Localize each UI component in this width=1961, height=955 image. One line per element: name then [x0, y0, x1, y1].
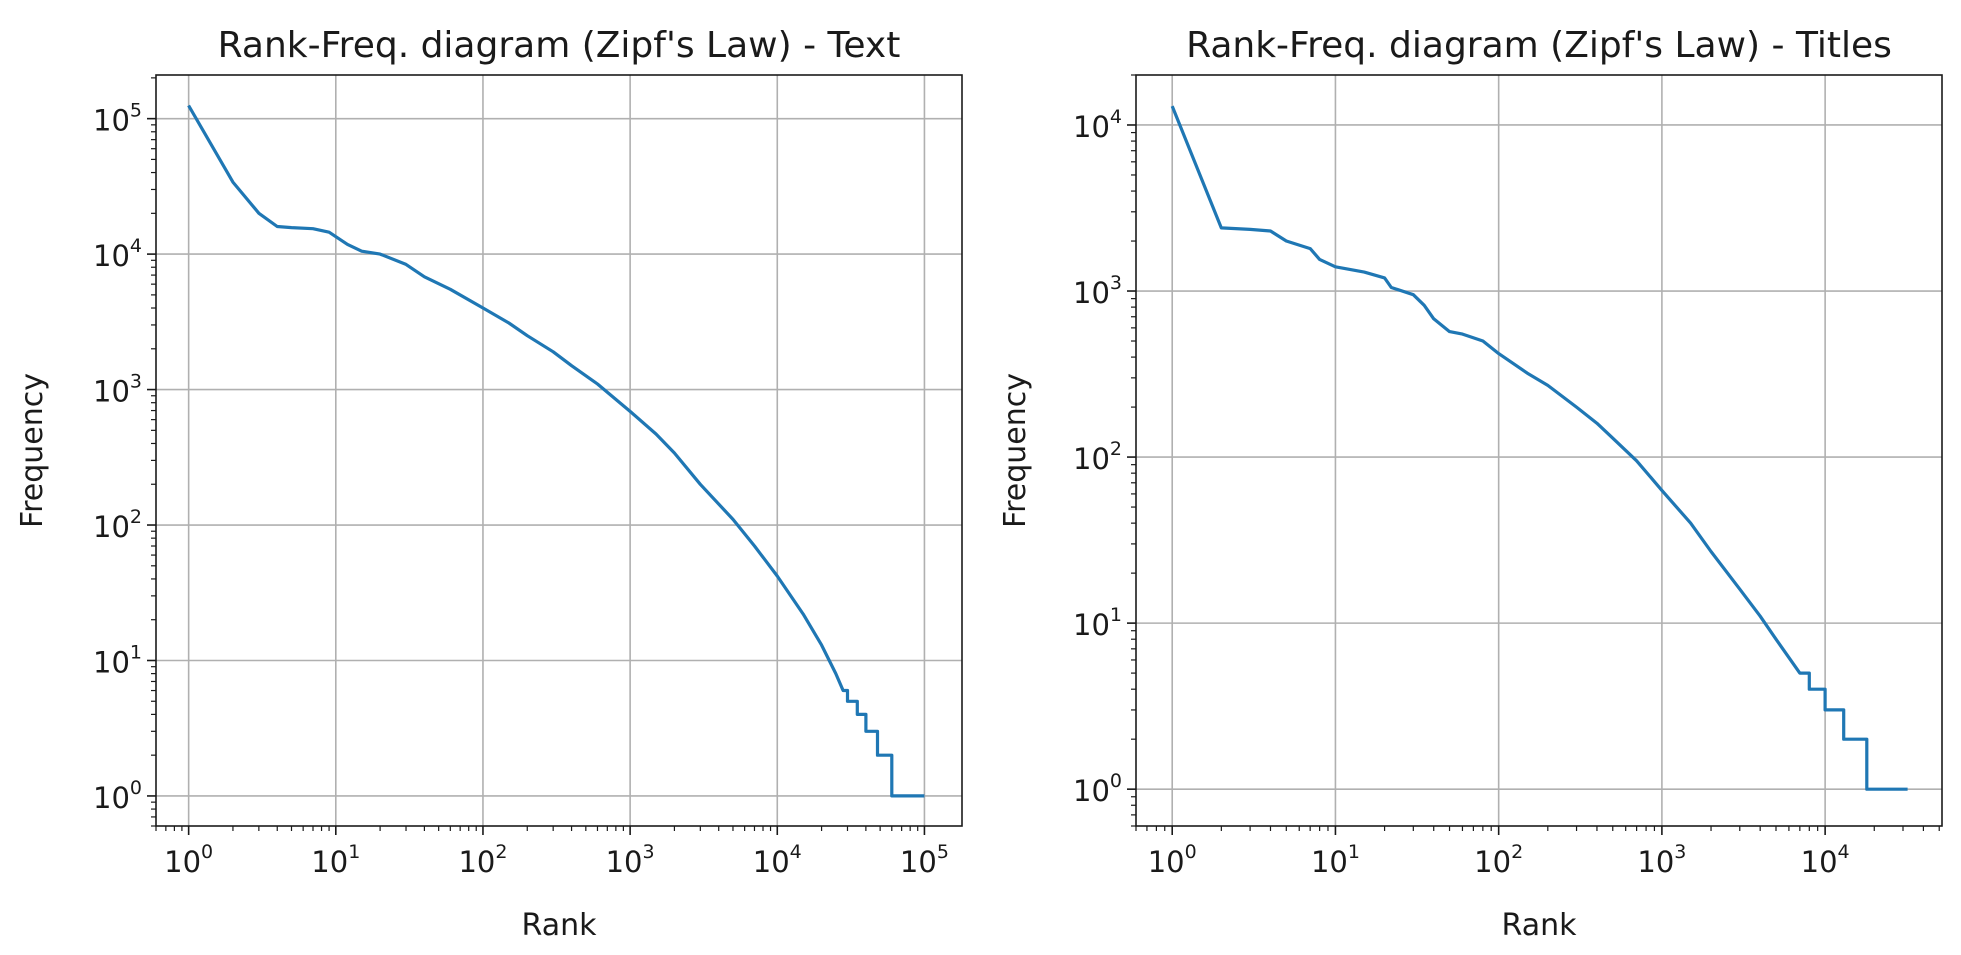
- y-tick-base: 10: [93, 510, 130, 544]
- x-tick-exponent: 0: [1185, 841, 1197, 863]
- minor-ticks: [1131, 74, 1940, 831]
- x-tick-base: 10: [1148, 845, 1185, 879]
- minor-ticks: [151, 77, 919, 831]
- y-tick-exponent: 4: [1110, 106, 1122, 128]
- x-tick-base: 10: [1474, 845, 1511, 879]
- y-tick-label: 100: [1073, 770, 1122, 808]
- x-tick-label: 103: [606, 841, 655, 879]
- x-tick-label: 104: [753, 841, 802, 879]
- y-tick-exponent: 2: [1110, 438, 1122, 460]
- x-tick-base: 10: [1637, 845, 1674, 879]
- x-tick-label: 101: [311, 841, 360, 879]
- y-tick-base: 10: [93, 104, 130, 138]
- y-tick-label: 104: [1073, 106, 1122, 144]
- x-tick-exponent: 2: [495, 841, 507, 863]
- y-tick-exponent: 5: [130, 100, 142, 122]
- y-tick-label: 102: [93, 506, 142, 544]
- y-tick-base: 10: [1073, 608, 1110, 642]
- chart-title: Rank-Freq. diagram (Zipf's Law) - Titles: [1186, 25, 1892, 66]
- chart-title: Rank-Freq. diagram (Zipf's Law) - Text: [218, 25, 901, 66]
- x-tick-base: 10: [311, 845, 348, 879]
- y-tick-label: 105: [93, 100, 142, 138]
- x-tick-label: 102: [1474, 841, 1523, 879]
- x-tick-base: 10: [164, 845, 201, 879]
- y-axis-label: Frequency: [998, 373, 1033, 528]
- x-tick-label: 103: [1637, 841, 1686, 879]
- chart-titles: 100 101 102 103 104100101102103104Rank-Freq.…: [998, 25, 1943, 943]
- y-tick-exponent: 3: [1110, 272, 1122, 294]
- x-tick-label: 104: [1801, 841, 1850, 879]
- y-tick-label: 101: [93, 641, 142, 679]
- y-tick-exponent: 0: [1110, 770, 1122, 792]
- y-tick-base: 10: [1073, 110, 1110, 144]
- y-tick-exponent: 4: [130, 235, 142, 257]
- chart-text: 100 101 102 103 104 105100101102103104105Rank…: [15, 25, 963, 943]
- gridlines: [156, 75, 962, 826]
- y-tick-exponent: 1: [130, 641, 142, 663]
- y-tick-label: 102: [1073, 438, 1122, 476]
- y-tick-base: 10: [1073, 442, 1110, 476]
- x-tick-label: 100: [1148, 841, 1197, 879]
- x-axis-label: Rank: [522, 908, 598, 943]
- x-tick-exponent: 1: [348, 841, 360, 863]
- series-line: [1170, 105, 1908, 791]
- x-tick-base: 10: [1311, 845, 1348, 879]
- y-tick-exponent: 1: [1110, 604, 1122, 626]
- y-tick-base: 10: [93, 375, 130, 409]
- x-tick-exponent: 4: [1838, 841, 1850, 863]
- y-tick-base: 10: [93, 645, 130, 679]
- x-tick-base: 10: [900, 845, 937, 879]
- x-tick-exponent: 3: [643, 841, 655, 863]
- y-tick-base: 10: [1073, 276, 1110, 310]
- x-tick-label: 102: [458, 841, 507, 879]
- y-tick-base: 10: [93, 239, 130, 273]
- gridlines: [1136, 75, 1942, 826]
- y-tick-label: 104: [93, 235, 142, 273]
- y-axis-label: Frequency: [15, 373, 50, 528]
- x-tick-label: 100: [164, 841, 213, 879]
- x-tick-exponent: 2: [1511, 841, 1523, 863]
- y-tick-label: 103: [1073, 272, 1122, 310]
- y-tick-label: 101: [1073, 604, 1122, 642]
- x-tick-exponent: 0: [201, 841, 213, 863]
- x-tick-label: 105: [900, 841, 949, 879]
- x-tick-exponent: 5: [937, 841, 949, 863]
- axes-frame: [1135, 74, 1943, 827]
- y-tick-exponent: 0: [130, 777, 142, 799]
- x-tick-base: 10: [1801, 845, 1838, 879]
- y-tick-exponent: 3: [130, 371, 142, 393]
- x-tick-exponent: 4: [790, 841, 802, 863]
- x-tick-exponent: 3: [1674, 841, 1686, 863]
- y-tick-label: 103: [93, 371, 142, 409]
- x-tick-base: 10: [753, 845, 790, 879]
- axes-frame: [155, 74, 963, 827]
- x-axis-label: Rank: [1502, 908, 1578, 943]
- y-tick-exponent: 2: [130, 506, 142, 528]
- x-tick-exponent: 1: [1348, 841, 1360, 863]
- y-tick-base: 10: [1073, 774, 1110, 808]
- series-line: [187, 104, 925, 798]
- y-tick-base: 10: [93, 781, 130, 815]
- x-tick-base: 10: [458, 845, 495, 879]
- y-tick-label: 100: [93, 777, 142, 815]
- x-tick-base: 10: [606, 845, 643, 879]
- x-tick-label: 101: [1311, 841, 1360, 879]
